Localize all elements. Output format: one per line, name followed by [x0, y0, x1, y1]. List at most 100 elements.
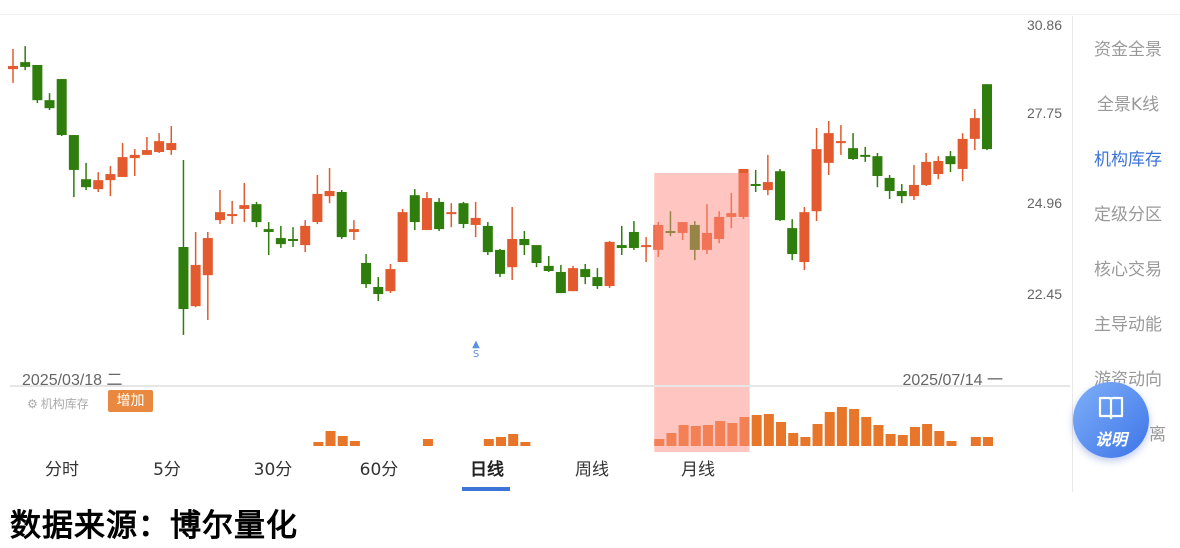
- candle-up: [300, 220, 311, 253]
- tab-5min[interactable]: 5分: [153, 460, 181, 480]
- end-date-label: 2025/07/14 一: [902, 372, 1003, 389]
- candle-body: [20, 62, 31, 67]
- indicator-bar: [788, 433, 799, 446]
- triangle-up-icon: ▲: [472, 339, 480, 350]
- sidebar-item-core-trading[interactable]: 核心交易: [1094, 260, 1162, 280]
- candle-up: [214, 190, 225, 224]
- candle-body: [154, 141, 165, 152]
- candle-up: [823, 120, 834, 176]
- candle-body: [446, 212, 457, 215]
- candle-body: [275, 238, 286, 245]
- indicator-bar: [751, 415, 762, 446]
- candle-body: [434, 201, 445, 230]
- active-tab-indicator: [462, 487, 510, 491]
- candle-up: [129, 149, 140, 176]
- candle-body: [969, 118, 980, 139]
- candle-body: [543, 265, 554, 272]
- candle-body: [580, 269, 591, 278]
- candle-body: [336, 191, 347, 238]
- candle-down: [434, 198, 445, 232]
- candle-body: [421, 198, 432, 231]
- candle-down: [251, 201, 262, 228]
- candle-body: [385, 269, 396, 292]
- candle-down: [56, 79, 67, 137]
- candle-body: [568, 268, 579, 292]
- sidebar-item-rating-zones[interactable]: 定级分区: [1094, 205, 1162, 225]
- candle-up: [190, 231, 201, 308]
- candle-body: [750, 183, 761, 186]
- candle-body: [202, 238, 213, 276]
- candle-body: [519, 239, 530, 246]
- gear-icon[interactable]: ⚙: [27, 396, 38, 411]
- candle-body: [458, 203, 469, 224]
- candle-body: [348, 229, 359, 232]
- tab-30min[interactable]: 30分: [253, 460, 293, 480]
- candle-down: [860, 146, 871, 162]
- candle-body: [933, 160, 944, 175]
- candle-down: [44, 93, 55, 111]
- candle-up: [141, 136, 152, 155]
- candle-body: [495, 249, 505, 274]
- candle-up: [312, 175, 323, 224]
- candle-body: [8, 65, 18, 70]
- indicator-bar: [520, 442, 531, 446]
- candle-down: [409, 189, 420, 231]
- candle-body: [239, 205, 250, 209]
- candle-down: [263, 222, 274, 256]
- candle-body: [957, 138, 968, 169]
- y-tick-label: 22.45: [1026, 286, 1062, 302]
- y-tick-label: 27.75: [1026, 105, 1062, 121]
- candle-down: [531, 245, 542, 268]
- sidebar-item-leading-momentum[interactable]: 主导动能: [1094, 315, 1162, 335]
- candle-up: [239, 183, 250, 223]
- candle-body: [616, 245, 627, 248]
- candle-body: [823, 133, 834, 163]
- sidebar-item-institution-holdings[interactable]: 机构库存: [1094, 150, 1162, 170]
- candle-down: [543, 255, 554, 272]
- sidebar-item-deviation[interactable]: 离: [1149, 425, 1166, 445]
- indicator-bar: [349, 441, 360, 446]
- candle-body: [860, 154, 871, 157]
- candle-up: [385, 263, 396, 294]
- indicator-bar: [983, 437, 993, 446]
- candlestick-chart[interactable]: [0, 0, 1070, 455]
- candles: [8, 46, 992, 335]
- candle-up: [117, 143, 128, 177]
- candle-body: [263, 229, 274, 232]
- candle-up: [105, 166, 116, 197]
- indicator-legend[interactable]: ⚙ 机构库存: [27, 395, 89, 412]
- candle-up: [604, 240, 615, 288]
- indicator-bar: [970, 437, 981, 446]
- sidebar-item-fund-overview[interactable]: 资金全景: [1094, 40, 1162, 60]
- candle-body: [93, 180, 104, 190]
- tab-daily[interactable]: 日线: [470, 460, 504, 480]
- candle-down: [68, 135, 79, 198]
- help-button[interactable]: 说明: [1073, 382, 1149, 458]
- candle-body: [982, 84, 992, 150]
- indicator-bar: [776, 422, 787, 446]
- candle-body: [884, 177, 895, 192]
- tab-intraday[interactable]: 分时: [45, 460, 79, 480]
- candle-up: [641, 237, 652, 263]
- candle-body: [531, 245, 542, 264]
- candle-body: [178, 247, 189, 310]
- indicator-bar: [483, 439, 494, 446]
- candle-up: [166, 126, 177, 155]
- candle-down: [872, 152, 883, 188]
- candle-down: [555, 264, 566, 294]
- tab-60min[interactable]: 60分: [359, 460, 399, 480]
- signal-marker[interactable]: ▲ S: [469, 340, 483, 360]
- candle-body: [872, 156, 883, 176]
- candle-down: [275, 225, 286, 248]
- candle-up: [969, 109, 980, 151]
- candle-down: [848, 133, 859, 160]
- candle-up: [470, 201, 481, 238]
- candle-body: [300, 225, 311, 246]
- indicator-bar: [946, 441, 957, 446]
- indicator-bar: [812, 424, 823, 446]
- candle-down: [361, 254, 372, 288]
- candle-up: [8, 48, 18, 83]
- sidebar-item-panorama-kline[interactable]: 全景K线: [1096, 95, 1160, 115]
- tab-weekly[interactable]: 周线: [575, 460, 609, 480]
- tab-monthly[interactable]: 月线: [681, 460, 715, 480]
